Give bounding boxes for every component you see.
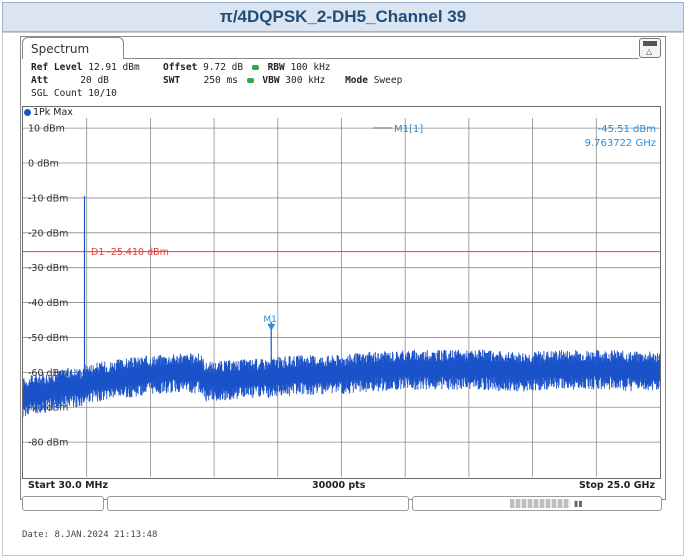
ref-level-value: 12.91 dBm	[88, 62, 140, 73]
swt-value: 250 ms	[203, 75, 238, 86]
trace-1pk-max	[22, 349, 661, 417]
y-tick-label: -30 dBm	[28, 263, 68, 274]
stop-frequency: Stop 25.0 GHz	[578, 480, 655, 491]
sgl-count: SGL Count 10/10	[31, 88, 117, 99]
status-field	[107, 496, 409, 511]
y-tick-label: 10 dBm	[28, 124, 65, 135]
tab-spectrum[interactable]: Spectrum	[22, 37, 124, 59]
triangle-icon: △	[646, 47, 653, 56]
y-tick-label: -40 dBm	[28, 298, 68, 309]
y-tick-label: -60 dBm	[28, 368, 68, 379]
marker-readout-frequency: 9.763722 GHz	[585, 138, 656, 149]
offset-label: Offset	[163, 62, 198, 73]
vbw-value: 300 kHz	[285, 75, 326, 86]
rbw-value: 100 kHz	[290, 62, 331, 73]
marker-readout-label: M1[1]	[394, 124, 423, 135]
y-tick-label: -80 dBm	[28, 438, 68, 449]
grid-icon	[643, 41, 657, 46]
y-tick-label: -70 dBm	[28, 403, 68, 414]
y-tick-label: -10 dBm	[28, 193, 68, 204]
marker-m1-tag: M1	[263, 315, 277, 325]
status-dot-icon	[246, 77, 254, 83]
mode-label: Mode	[345, 75, 368, 86]
frequency-footer: Start 30.0 MHz 30000 pts Stop 25.0 GHz	[22, 478, 661, 493]
display-config-icon[interactable]: △	[639, 38, 661, 58]
progress-indicator	[510, 499, 570, 508]
vbw-label: VBW	[262, 75, 280, 86]
y-tick-label: 0 dBm	[28, 159, 59, 170]
y-tick-label: -50 dBm	[28, 333, 68, 344]
limit-line-label: D1 -25.410 dBm	[91, 247, 169, 258]
status-indicator-icon: ▮▮	[574, 499, 583, 508]
sweep-points: 30000 pts	[312, 480, 366, 491]
tab-divider	[124, 58, 639, 59]
att-label: Att	[31, 75, 49, 86]
rbw-label: RBW	[267, 62, 285, 73]
y-tick-label: -20 dBm	[28, 228, 68, 239]
start-frequency: Start 30.0 MHz	[28, 480, 109, 491]
status-dot-icon	[251, 64, 259, 70]
trace-label: 1Pk Max	[24, 107, 73, 118]
marker-readout-level: -45.51 dBm	[598, 124, 656, 135]
timestamp: Date: 8.JAN.2024 21:13:48	[22, 530, 158, 540]
mode-value: Sweep	[373, 75, 403, 86]
att-value: 20 dB	[80, 75, 109, 86]
trace-indicator-icon	[24, 109, 31, 116]
status-field	[22, 496, 104, 511]
marker-m1	[267, 323, 276, 331]
swt-label: SWT	[163, 75, 181, 86]
page-title: π/4DQPSK_2-DH5_Channel 39	[2, 2, 684, 32]
trace-name: 1Pk Max	[33, 107, 73, 118]
ref-level-label: Ref Level	[31, 62, 83, 73]
offset-value: 9.72 dB	[203, 62, 244, 73]
